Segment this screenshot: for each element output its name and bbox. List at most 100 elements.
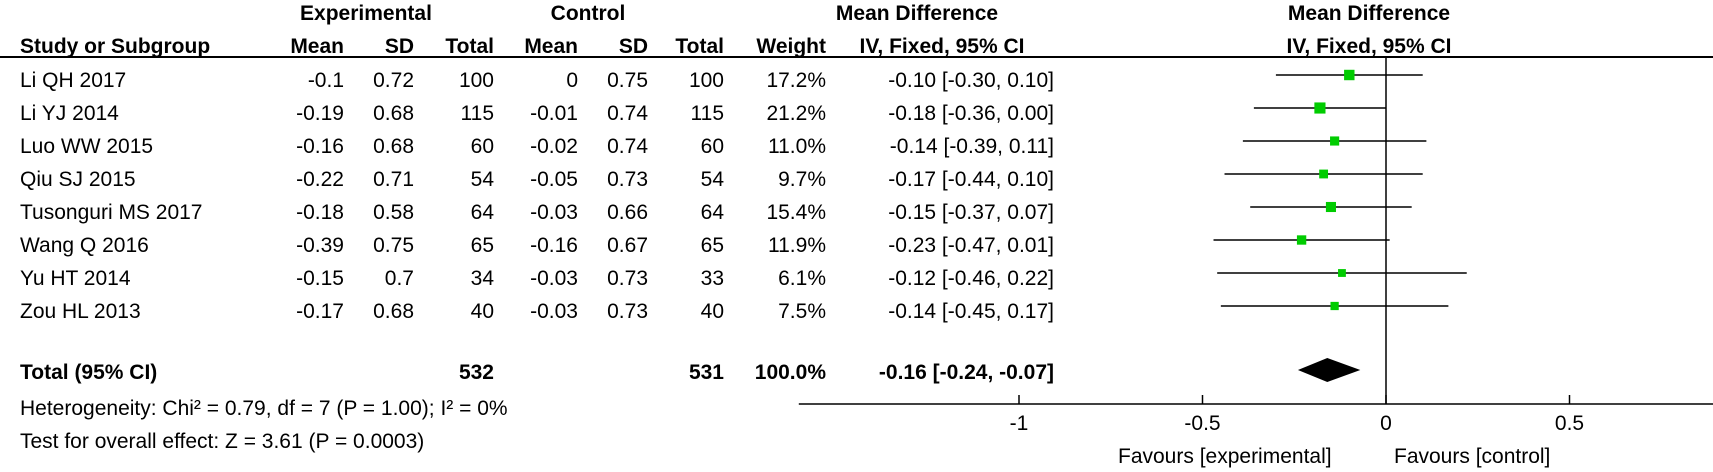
study-name: Yu HT 2014 bbox=[20, 267, 131, 290]
study-mean1: -0.39 bbox=[296, 234, 344, 257]
study-sd1: 0.68 bbox=[373, 102, 414, 125]
study-total1: 54 bbox=[470, 168, 494, 191]
study-weight: 11.9% bbox=[768, 234, 826, 257]
heterogeneity-text: Heterogeneity: Chi² = 0.79, df = 7 (P = … bbox=[20, 397, 508, 420]
study-weight: 9.7% bbox=[778, 168, 826, 191]
study-sd1: 0.68 bbox=[373, 135, 414, 158]
col-mean2-header: Mean bbox=[524, 35, 578, 58]
study-sd2: 0.67 bbox=[607, 234, 648, 257]
study-ci: -0.18 [-0.36, 0.00] bbox=[888, 102, 1054, 125]
total-ci: -0.16 [-0.24, -0.07] bbox=[878, 361, 1054, 384]
study-point bbox=[1338, 269, 1346, 277]
study-name: Li YJ 2014 bbox=[20, 102, 119, 125]
study-total2: 40 bbox=[700, 300, 724, 323]
study-mean1: -0.17 bbox=[296, 300, 344, 323]
study-total1: 40 bbox=[470, 300, 494, 323]
study-mean1: -0.15 bbox=[296, 267, 344, 290]
study-total2: 65 bbox=[700, 234, 724, 257]
study-sd2: 0.74 bbox=[607, 135, 648, 158]
favours-control-label: Favours [control] bbox=[1394, 445, 1551, 468]
study-mean2: -0.03 bbox=[530, 201, 578, 224]
study-sd1: 0.71 bbox=[373, 168, 414, 191]
study-total1: 64 bbox=[470, 201, 494, 224]
study-total2: 115 bbox=[690, 102, 724, 125]
study-total2: 33 bbox=[700, 267, 724, 290]
md-plot-header: Mean Difference bbox=[1287, 2, 1451, 25]
study-name: Tusonguri MS 2017 bbox=[20, 201, 203, 224]
study-name: Zou HL 2013 bbox=[20, 300, 141, 323]
col-total1-header: Total bbox=[445, 35, 494, 58]
study-sd1: 0.72 bbox=[373, 69, 414, 92]
x-tick-label: 0 bbox=[1380, 412, 1392, 435]
study-weight: 17.2% bbox=[766, 69, 826, 92]
col-total2-header: Total bbox=[675, 35, 724, 58]
study-sd2: 0.66 bbox=[607, 201, 648, 224]
study-mean2: -0.05 bbox=[530, 168, 578, 191]
study-mean1: -0.19 bbox=[296, 102, 344, 125]
study-total1: 115 bbox=[460, 102, 494, 125]
study-mean1: -0.22 bbox=[296, 168, 344, 191]
study-name: Wang Q 2016 bbox=[20, 234, 149, 257]
col-sd1-header: SD bbox=[384, 35, 414, 58]
study-total1: 65 bbox=[470, 234, 494, 257]
study-ci: -0.12 [-0.46, 0.22] bbox=[888, 267, 1054, 290]
study-weight: 15.4% bbox=[766, 201, 826, 224]
study-total1: 100 bbox=[458, 69, 494, 92]
study-weight: 21.2% bbox=[766, 102, 826, 125]
total-n1: 532 bbox=[458, 361, 494, 384]
study-weight: 7.5% bbox=[778, 300, 826, 323]
study-mean1: -0.18 bbox=[296, 201, 344, 224]
study-weight: 6.1% bbox=[778, 267, 826, 290]
study-name: Luo WW 2015 bbox=[20, 135, 154, 158]
study-point bbox=[1330, 136, 1340, 146]
study-total1: 60 bbox=[470, 135, 494, 158]
study-total2: 54 bbox=[700, 168, 724, 191]
study-mean2: -0.03 bbox=[530, 267, 578, 290]
study-total2: 60 bbox=[700, 135, 724, 158]
study-sd1: 0.68 bbox=[373, 300, 414, 323]
x-tick-label: 0.5 bbox=[1555, 412, 1584, 435]
header-rule bbox=[0, 56, 1713, 58]
x-tick-label: -0.5 bbox=[1184, 412, 1220, 435]
study-point bbox=[1344, 69, 1355, 81]
study-point bbox=[1314, 102, 1326, 114]
study-sd2: 0.74 bbox=[607, 102, 648, 125]
total-label: Total (95% CI) bbox=[20, 361, 158, 384]
study-sd1: 0.58 bbox=[373, 201, 414, 224]
study-ci: -0.23 [-0.47, 0.01] bbox=[888, 234, 1054, 257]
study-mean1: -0.1 bbox=[307, 69, 344, 92]
study-mean2: -0.01 bbox=[530, 102, 578, 125]
study-ci: -0.14 [-0.45, 0.17] bbox=[888, 300, 1054, 323]
study-mean2: -0.02 bbox=[530, 135, 578, 158]
study-ci: -0.17 [-0.44, 0.10] bbox=[888, 168, 1054, 191]
study-sd1: 0.75 bbox=[373, 234, 414, 257]
study-ci: -0.14 [-0.39, 0.11] bbox=[889, 135, 1054, 158]
favours-experimental-label: Favours [experimental] bbox=[1118, 445, 1332, 468]
col-ci-header: IV, Fixed, 95% CI bbox=[859, 35, 1025, 58]
study-sd2: 0.73 bbox=[607, 300, 648, 323]
study-ci: -0.15 [-0.37, 0.07] bbox=[888, 201, 1054, 224]
md-table-header: Mean Difference bbox=[835, 2, 999, 25]
study-sd1: 0.7 bbox=[384, 267, 414, 290]
x-tick-label: -1 bbox=[1010, 412, 1029, 435]
study-mean1: -0.16 bbox=[296, 135, 344, 158]
group-control-header: Control bbox=[550, 2, 626, 25]
overall-effect-text: Test for overall effect: Z = 3.61 (P = 0… bbox=[20, 430, 425, 453]
study-total1: 34 bbox=[470, 267, 494, 290]
total-weight: 100.0% bbox=[754, 361, 826, 384]
study-total2: 64 bbox=[700, 201, 724, 224]
study-name: Qiu SJ 2015 bbox=[20, 168, 136, 191]
study-point bbox=[1319, 169, 1329, 179]
study-mean2: -0.16 bbox=[530, 234, 578, 257]
col-sd2-header: SD bbox=[618, 35, 648, 58]
study-total2: 100 bbox=[688, 69, 724, 92]
plot-method-header: IV, Fixed, 95% CI bbox=[1286, 35, 1452, 58]
group-experimental-header: Experimental bbox=[300, 2, 432, 25]
study-point bbox=[1325, 201, 1336, 213]
study-mean2: 0 bbox=[566, 69, 578, 92]
study-sd2: 0.73 bbox=[607, 168, 648, 191]
study-name: Li QH 2017 bbox=[20, 69, 127, 92]
study-sd2: 0.75 bbox=[607, 69, 648, 92]
total-n2: 531 bbox=[688, 361, 724, 384]
